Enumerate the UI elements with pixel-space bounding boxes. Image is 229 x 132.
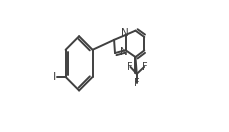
Text: I: I xyxy=(53,72,56,82)
Text: N: N xyxy=(120,28,128,38)
Text: F: F xyxy=(141,62,147,72)
Text: N: N xyxy=(120,47,127,57)
Text: F: F xyxy=(133,78,139,88)
Text: F: F xyxy=(127,62,132,72)
